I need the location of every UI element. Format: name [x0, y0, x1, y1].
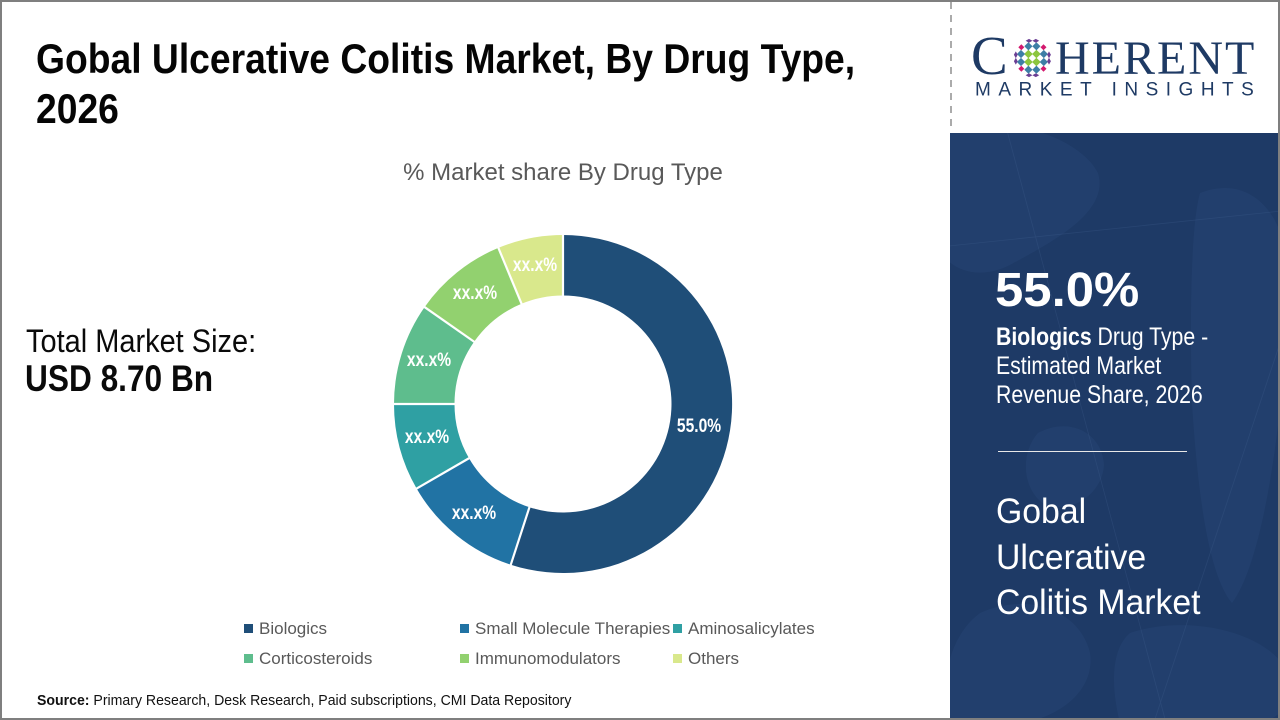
svg-text:HERENT: HERENT	[1055, 32, 1256, 85]
svg-text:C: C	[971, 25, 1008, 86]
svg-text:MARKET INSIGHTS: MARKET INSIGHTS	[975, 80, 1261, 101]
